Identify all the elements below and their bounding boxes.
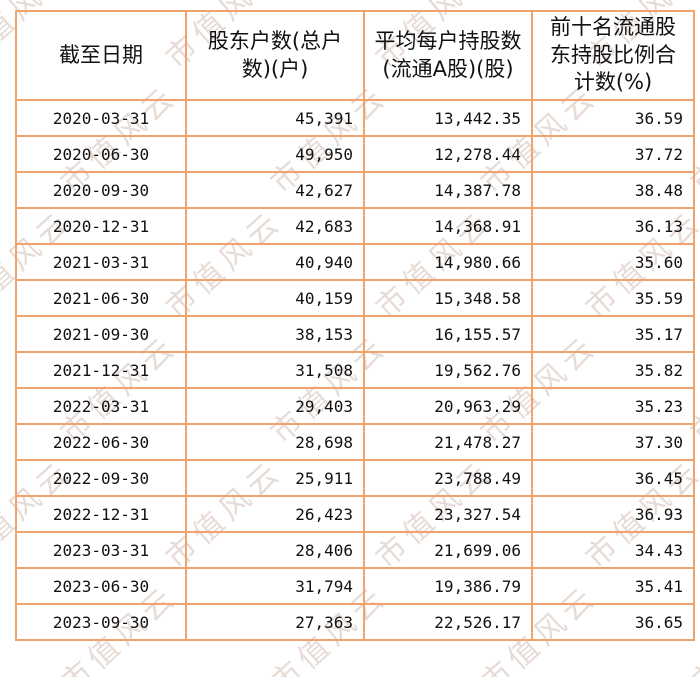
cell-date: 2021-09-30 (15, 315, 187, 354)
cell-avg-shares: 14,387.78 (363, 171, 533, 210)
cell-avg-shares: 14,980.66 (363, 243, 533, 282)
cell-holder-count: 29,403 (185, 387, 365, 426)
cell-holder-count: 31,508 (185, 351, 365, 390)
cell-avg-shares: 16,155.57 (363, 315, 533, 354)
cell-date: 2023-06-30 (15, 567, 187, 606)
cell-avg-shares: 12,278.44 (363, 135, 533, 174)
table-row: 2020-09-30 42,627 14,387.78 38.48 (15, 171, 695, 210)
cell-top10-pct: 35.82 (531, 351, 695, 390)
cell-top10-pct: 35.59 (531, 279, 695, 318)
table-row: 2022-09-30 25,911 23,788.49 36.45 (15, 459, 695, 498)
cell-holder-count: 28,406 (185, 531, 365, 570)
cell-holder-count: 38,153 (185, 315, 365, 354)
cell-top10-pct: 35.17 (531, 315, 695, 354)
table-row: 2023-09-30 27,363 22,526.17 36.65 (15, 603, 695, 642)
cell-holder-count: 42,683 (185, 207, 365, 246)
col-header-top10-pct: 前十名流通股 东持股比例合 计数(%) (531, 9, 695, 102)
cell-avg-shares: 22,526.17 (363, 603, 533, 642)
cell-avg-shares: 19,386.79 (363, 567, 533, 606)
cell-top10-pct: 37.30 (531, 423, 695, 462)
header-row: 截至日期 股东户数(总户 数)(户) 平均每户持股数 (流通A股)(股) 前十名… (15, 9, 695, 102)
cell-date: 2020-12-31 (15, 207, 187, 246)
table-row: 2022-12-31 26,423 23,327.54 36.93 (15, 495, 695, 534)
cell-top10-pct: 36.93 (531, 495, 695, 534)
cell-holder-count: 40,159 (185, 279, 365, 318)
cell-top10-pct: 35.23 (531, 387, 695, 426)
table-row: 2020-03-31 45,391 13,442.35 36.59 (15, 99, 695, 138)
cell-date: 2022-03-31 (15, 387, 187, 426)
table-row: 2021-06-30 40,159 15,348.58 35.59 (15, 279, 695, 318)
cell-date: 2020-06-30 (15, 135, 187, 174)
cell-avg-shares: 14,368.91 (363, 207, 533, 246)
cell-holder-count: 45,391 (185, 99, 365, 138)
cell-top10-pct: 36.13 (531, 207, 695, 246)
table-row: 2020-12-31 42,683 14,368.91 36.13 (15, 207, 695, 246)
table-body: 2020-03-31 45,391 13,442.35 36.59 2020-0… (15, 99, 695, 642)
cell-holder-count: 31,794 (185, 567, 365, 606)
table-row: 2023-03-31 28,406 21,699.06 34.43 (15, 531, 695, 570)
cell-date: 2023-03-31 (15, 531, 187, 570)
cell-holder-count: 26,423 (185, 495, 365, 534)
col-header-holder-count: 股东户数(总户 数)(户) (185, 9, 365, 102)
cell-top10-pct: 36.59 (531, 99, 695, 138)
cell-top10-pct: 37.72 (531, 135, 695, 174)
cell-top10-pct: 38.48 (531, 171, 695, 210)
cell-date: 2020-09-30 (15, 171, 187, 210)
cell-holder-count: 28,698 (185, 423, 365, 462)
table-row: 2020-06-30 49,950 12,278.44 37.72 (15, 135, 695, 174)
cell-avg-shares: 21,478.27 (363, 423, 533, 462)
cell-date: 2023-09-30 (15, 603, 187, 642)
cell-avg-shares: 23,788.49 (363, 459, 533, 498)
cell-date: 2022-09-30 (15, 459, 187, 498)
cell-date: 2020-03-31 (15, 99, 187, 138)
cell-avg-shares: 21,699.06 (363, 531, 533, 570)
cell-date: 2021-03-31 (15, 243, 187, 282)
cell-avg-shares: 13,442.35 (363, 99, 533, 138)
table-row: 2023-06-30 31,794 19,386.79 35.41 (15, 567, 695, 606)
table-row: 2022-06-30 28,698 21,478.27 37.30 (15, 423, 695, 462)
table-row: 2021-03-31 40,940 14,980.66 35.60 (15, 243, 695, 282)
cell-top10-pct: 35.41 (531, 567, 695, 606)
table-row: 2021-12-31 31,508 19,562.76 35.82 (15, 351, 695, 390)
cell-avg-shares: 23,327.54 (363, 495, 533, 534)
cell-holder-count: 49,950 (185, 135, 365, 174)
cell-date: 2022-06-30 (15, 423, 187, 462)
cell-date: 2021-12-31 (15, 351, 187, 390)
cell-top10-pct: 35.60 (531, 243, 695, 282)
cell-holder-count: 27,363 (185, 603, 365, 642)
cell-date: 2021-06-30 (15, 279, 187, 318)
shareholder-structure-table: 截至日期 股东户数(总户 数)(户) 平均每户持股数 (流通A股)(股) 前十名… (15, 9, 695, 642)
cell-avg-shares: 15,348.58 (363, 279, 533, 318)
cell-top10-pct: 36.45 (531, 459, 695, 498)
col-header-date: 截至日期 (15, 9, 187, 102)
cell-holder-count: 25,911 (185, 459, 365, 498)
table-row: 2022-03-31 29,403 20,963.29 35.23 (15, 387, 695, 426)
cell-holder-count: 42,627 (185, 171, 365, 210)
col-header-avg-shares: 平均每户持股数 (流通A股)(股) (363, 9, 533, 102)
cell-avg-shares: 19,562.76 (363, 351, 533, 390)
cell-top10-pct: 36.65 (531, 603, 695, 642)
cell-avg-shares: 20,963.29 (363, 387, 533, 426)
cell-date: 2022-12-31 (15, 495, 187, 534)
table-row: 2021-09-30 38,153 16,155.57 35.17 (15, 315, 695, 354)
cell-top10-pct: 34.43 (531, 531, 695, 570)
cell-holder-count: 40,940 (185, 243, 365, 282)
